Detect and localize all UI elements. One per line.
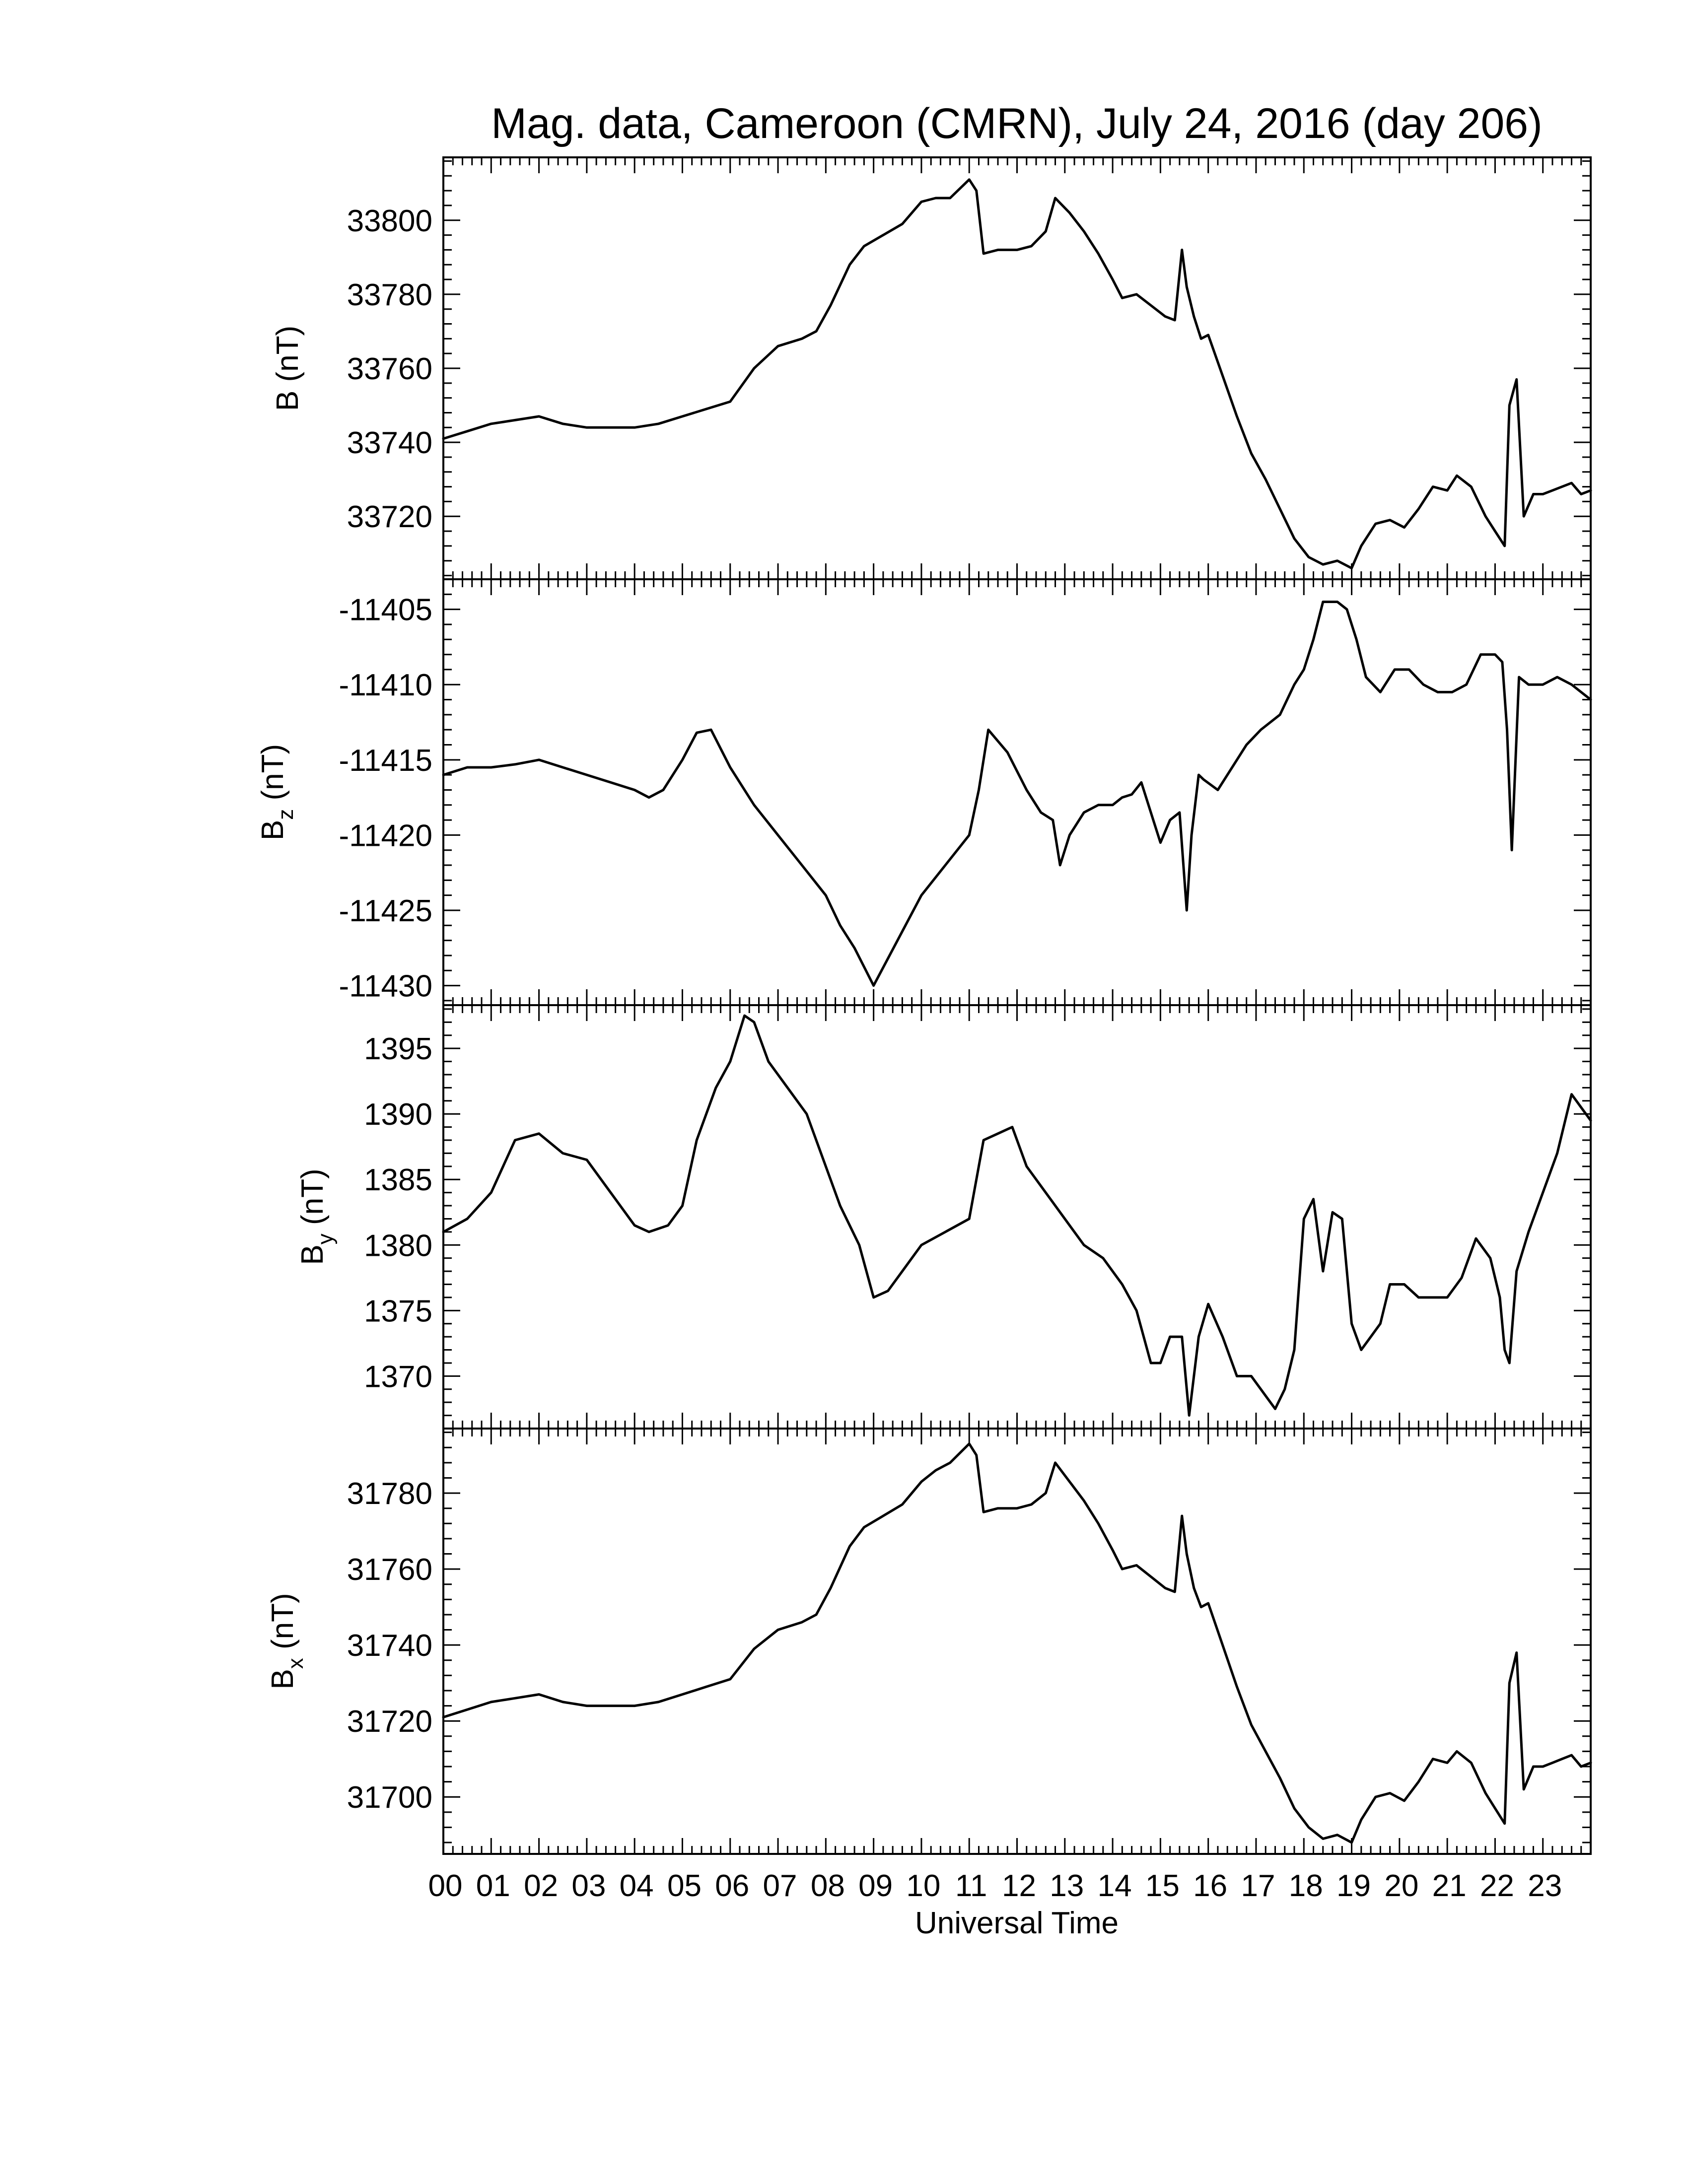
x-tick-label: 09 (858, 1869, 893, 1903)
x-tick-label: 22 (1480, 1869, 1514, 1903)
series-line-by (442, 1014, 1592, 1417)
x-tick-label: 00 (428, 1869, 463, 1903)
y-label-main: B (295, 1244, 330, 1265)
y-axis-label-by: By (nT) (295, 1168, 338, 1265)
y-label-subscript: x (283, 1658, 308, 1669)
y-tick-label: 33720 (347, 500, 432, 534)
chart-title: Mag. data, Cameroon (CMRN), July 24, 201… (491, 100, 1543, 147)
x-tick-label: 16 (1193, 1869, 1227, 1903)
y-label-subscript: y (313, 1233, 338, 1244)
panel-b: 33720 33740 33760 33780 33800 B (nT) (271, 156, 1592, 580)
y-label-unit: (nT) (266, 1593, 300, 1658)
series-line-bx (442, 1442, 1592, 1844)
x-tick-label: 12 (1002, 1869, 1036, 1903)
panel-frame (442, 578, 1592, 1006)
y-tick-label: -11420 (339, 819, 432, 853)
panel-frame (442, 1004, 1592, 1430)
y-tick-label: -11425 (339, 894, 432, 928)
y-tick-label: 31740 (347, 1629, 432, 1663)
y-tick-label: 31780 (347, 1477, 432, 1511)
x-tick-label: 23 (1528, 1869, 1562, 1903)
y-tick-label: 1370 (364, 1360, 432, 1394)
y-tick-label: 31720 (347, 1705, 432, 1739)
y-axis-label-bz: Bz (nT) (256, 744, 298, 840)
y-tick-label: -11405 (339, 593, 432, 627)
panel-bz: -11430 -11425 -11420 -11415 -11410 -11405 Bz (… (256, 578, 1592, 1006)
y-label-unit: (nT) (271, 326, 305, 391)
x-tick-label: 19 (1336, 1869, 1371, 1903)
x-tick-label: 03 (571, 1869, 606, 1903)
x-tick-label: 06 (715, 1869, 749, 1903)
y-tick-label: 33780 (347, 278, 432, 312)
x-tick-label: 01 (476, 1869, 510, 1903)
x-tick-label: 10 (906, 1869, 940, 1903)
x-tick-label: 11 (955, 1869, 987, 1903)
y-tick-label: 31700 (347, 1780, 432, 1815)
y-tick-label: 33800 (347, 204, 432, 238)
series-line-b (442, 178, 1592, 570)
y-tick-label: 1395 (364, 1032, 432, 1066)
panel-by: 1370 1375 1380 1385 1390 1395 By (nT) (295, 1004, 1592, 1430)
y-label-unit: (nT) (295, 1168, 330, 1233)
y-tick-label: 33740 (347, 426, 432, 460)
x-tick-label: 13 (1050, 1869, 1084, 1903)
x-tick-label: 07 (763, 1869, 797, 1903)
y-label-main: B (271, 391, 305, 411)
x-tick-label: 20 (1384, 1869, 1418, 1903)
y-tick-label: -11410 (339, 668, 432, 702)
y-tick-label: -11415 (339, 744, 432, 778)
x-tick-label: 18 (1289, 1869, 1323, 1903)
y-tick-label: 1385 (364, 1163, 432, 1197)
y-tick-label: 1390 (364, 1097, 432, 1132)
x-tick-label: 17 (1241, 1869, 1275, 1903)
panel-bx: 31700 31720 31740 31760 31780 Bx (nT) (266, 1428, 1592, 1855)
x-tick-label: 21 (1432, 1869, 1467, 1903)
y-tick-label: 1375 (364, 1294, 432, 1328)
y-label-subscript: z (274, 809, 298, 820)
x-tick-label: 14 (1098, 1869, 1132, 1903)
y-tick-label: 1380 (364, 1228, 432, 1263)
series-line-bz (442, 601, 1592, 987)
x-tick-labels: 00 01 02 03 04 05 06 07 08 09 10 11 12 13 14 15 16 17 18 19… (428, 1869, 1562, 1903)
y-axis-label-bx: Bx (nT) (266, 1593, 308, 1689)
x-tick-label: 05 (667, 1869, 702, 1903)
x-tick-label: 08 (811, 1869, 845, 1903)
y-tick-label: -11430 (339, 969, 432, 1004)
y-label-main: B (256, 820, 290, 840)
x-tick-label: 15 (1145, 1869, 1180, 1903)
panel-frame (442, 156, 1592, 580)
y-tick-label: 31760 (347, 1553, 432, 1587)
x-axis-label: Universal Time (915, 1906, 1119, 1940)
y-label-main: B (266, 1669, 300, 1689)
y-tick-label: 33760 (347, 352, 432, 386)
panel-frame (442, 1428, 1592, 1855)
x-tick-label: 04 (620, 1869, 654, 1903)
x-tick-label: 02 (524, 1869, 558, 1903)
y-label-unit: (nT) (256, 744, 290, 809)
y-axis-label-b: B (nT) (271, 326, 305, 411)
